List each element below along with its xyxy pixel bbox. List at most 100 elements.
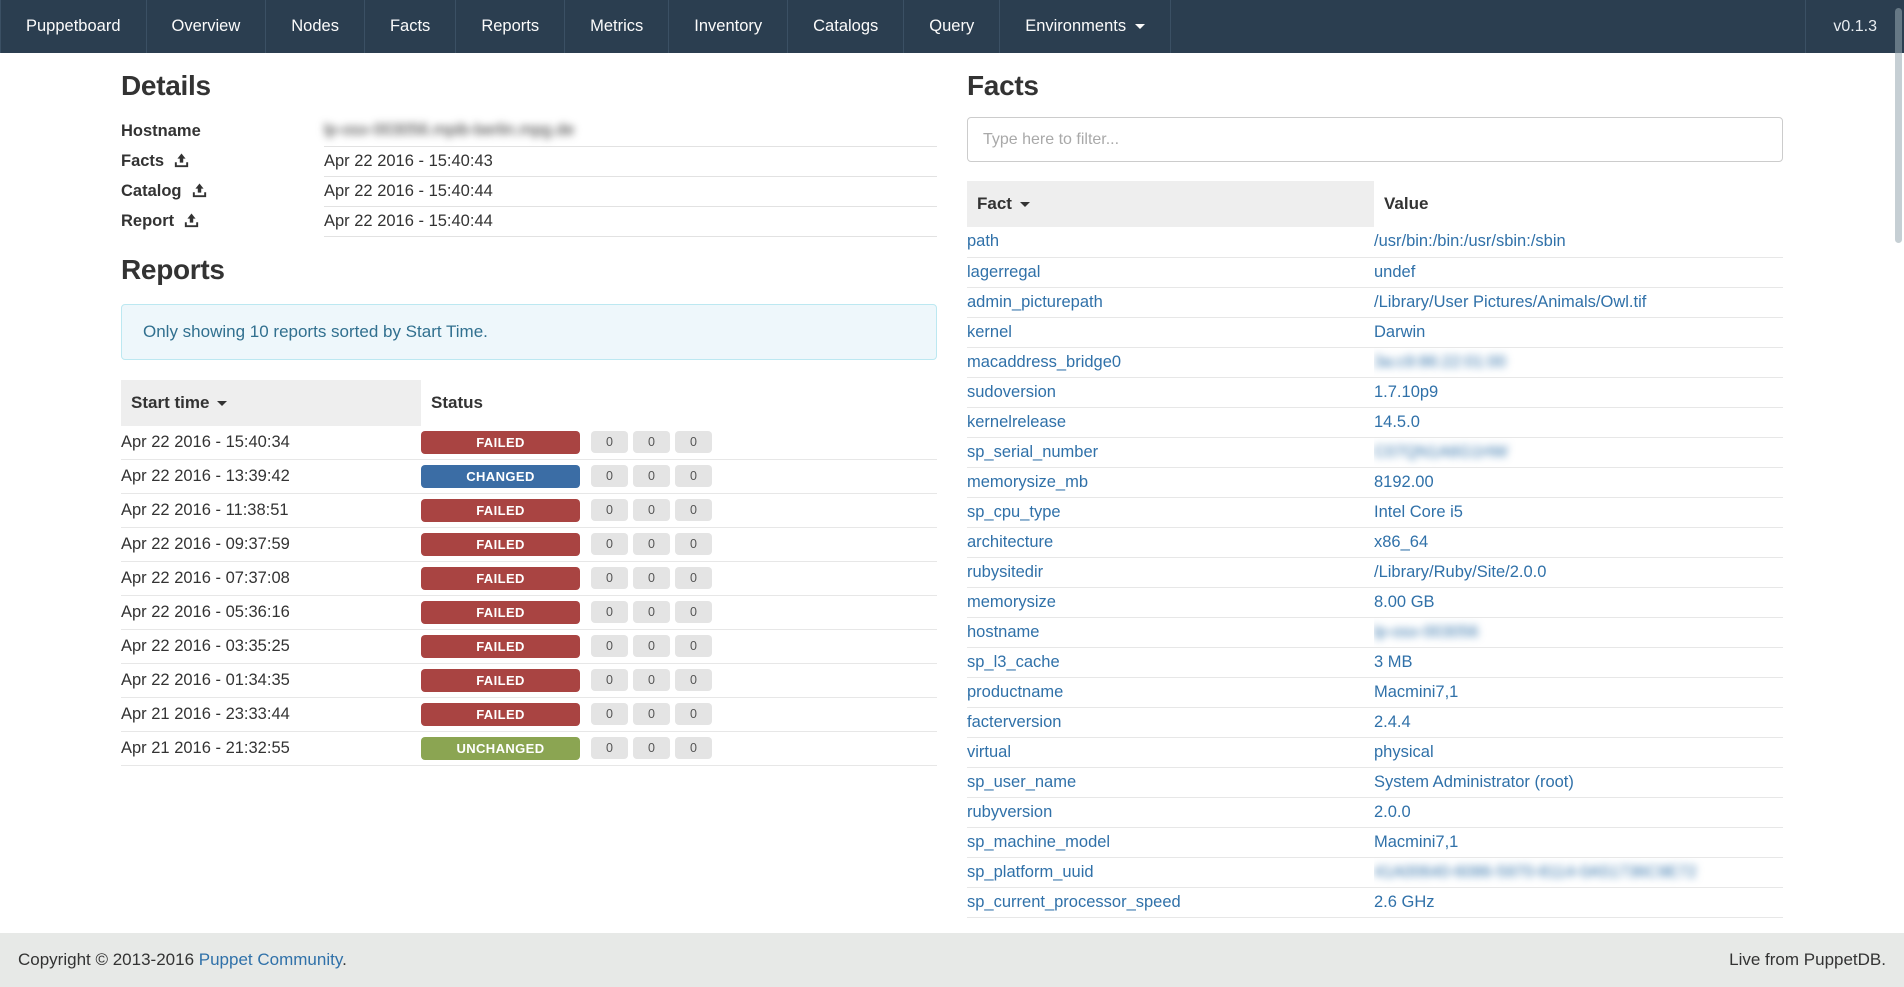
count-badge: 0	[633, 499, 670, 521]
fact-value-link[interactable]: 8.00 GB	[1374, 592, 1435, 611]
fact-value-link[interactable]: 41A00640-6086-5970-8114-0A51736C9E72	[1374, 862, 1697, 881]
fact-value-link[interactable]: C07QN1A6G1HW	[1374, 442, 1508, 461]
report-start-time: Apr 22 2016 - 09:37:59	[121, 527, 421, 562]
fact-value-link[interactable]: x86_64	[1374, 532, 1429, 551]
fact-name-link[interactable]: architecture	[967, 532, 1054, 551]
nav-environments-label: Environments	[1025, 17, 1127, 35]
navbar-brand[interactable]: Puppetboard	[0, 0, 147, 53]
fact-row: sp_user_name System Administrator (root)	[967, 767, 1783, 798]
catalog-label: Catalog	[121, 181, 182, 200]
fact-name-link[interactable]: sp_platform_uuid	[967, 862, 1094, 881]
reports-info-alert: Only showing 10 reports sorted by Start …	[121, 303, 937, 360]
fact-name-link[interactable]: kernel	[967, 322, 1012, 341]
fact-row: path /usr/bin:/bin:/usr/sbin:/sbin	[967, 227, 1783, 258]
fact-value-link[interactable]: 3a:c9:86:22:01:00	[1374, 352, 1507, 371]
fact-value-link[interactable]: Intel Core i5	[1374, 502, 1463, 521]
fact-value-link[interactable]: 2.4.4	[1374, 712, 1411, 731]
fact-name-link[interactable]: macaddress_bridge0	[967, 352, 1122, 371]
status-badge: FAILED	[421, 498, 580, 522]
fact-name-link[interactable]: lagerregal	[967, 262, 1041, 281]
count-badge: 0	[633, 431, 670, 453]
fact-value-link[interactable]: 1.7.10p9	[1374, 382, 1439, 401]
fact-column-header[interactable]: Fact	[967, 181, 1374, 227]
count-badge: 0	[633, 635, 670, 657]
sort-descending-icon	[217, 400, 228, 406]
fact-value-link[interactable]: 14.5.0	[1374, 412, 1420, 431]
report-row: Apr 22 2016 - 15:40:34 FAILED 0 0 0	[121, 425, 937, 460]
fact-value-link[interactable]: /Library/Ruby/Site/2.0.0	[1374, 562, 1547, 581]
fact-value-link[interactable]: physical	[1374, 742, 1434, 761]
report-row: Apr 21 2016 - 23:33:44 FAILED 0 0 0	[121, 697, 937, 732]
facts-table-header: Fact Value	[967, 181, 1783, 227]
facts-timestamp: Apr 22 2016 - 15:40:43	[324, 146, 937, 177]
details-title: Details	[121, 70, 211, 101]
fact-name-link[interactable]: virtual	[967, 742, 1012, 761]
fact-value-link[interactable]: 3 MB	[1374, 652, 1413, 671]
fact-name-link[interactable]: path	[967, 232, 1000, 251]
fact-row: sp_cpu_type Intel Core i5	[967, 497, 1783, 528]
fact-value-link[interactable]: 8192.00	[1374, 472, 1434, 491]
fact-name-link[interactable]: sp_cpu_type	[967, 502, 1061, 521]
nav-item-inventory[interactable]: Inventory	[669, 0, 789, 53]
fact-name-link[interactable]: sp_user_name	[967, 772, 1077, 791]
fact-value-link[interactable]: /Library/User Pictures/Animals/Owl.tif	[1374, 292, 1647, 311]
nav-item-nodes[interactable]: Nodes	[266, 0, 365, 53]
vertical-scrollbar[interactable]	[1893, 0, 1904, 987]
report-start-time: Apr 22 2016 - 05:36:16	[121, 595, 421, 630]
fact-row: sudoversion 1.7.10p9	[967, 377, 1783, 408]
fact-name-link[interactable]: memorysize_mb	[967, 472, 1089, 491]
fact-name-link[interactable]: hostname	[967, 622, 1040, 641]
fact-value-link[interactable]: 2.0.0	[1374, 802, 1411, 821]
fact-name-link[interactable]: facterversion	[967, 712, 1062, 731]
fact-name-link[interactable]: productname	[967, 682, 1064, 701]
upload-icon[interactable]	[174, 153, 189, 168]
fact-name-link[interactable]: kernelrelease	[967, 412, 1067, 431]
count-badge: 0	[591, 499, 628, 521]
nav-item-metrics[interactable]: Metrics	[565, 0, 670, 53]
nav-item-catalogs[interactable]: Catalogs	[788, 0, 905, 53]
report-start-time: Apr 22 2016 - 07:37:08	[121, 561, 421, 596]
fact-value-link[interactable]: Macmini7,1	[1374, 682, 1459, 701]
fact-name-link[interactable]: sudoversion	[967, 382, 1056, 401]
details-row-catalog: Catalog Apr 22 2016 - 15:40:44	[121, 176, 937, 207]
scrollbar-thumb[interactable]	[1895, 8, 1902, 243]
nav-item-overview[interactable]: Overview	[147, 0, 267, 53]
count-badge: 0	[633, 567, 670, 589]
chevron-down-icon	[1135, 24, 1146, 29]
fact-row: hostname lp-osx-003056	[967, 617, 1783, 648]
nav-item-facts[interactable]: Facts	[365, 0, 457, 53]
fact-name-link[interactable]: memorysize	[967, 592, 1056, 611]
facts-filter-input[interactable]	[967, 117, 1783, 162]
nav-item-reports[interactable]: Reports	[456, 0, 566, 53]
reports-table-header: Start time Status	[121, 379, 937, 426]
fact-name-link[interactable]: admin_picturepath	[967, 292, 1103, 311]
fact-value-link[interactable]: undef	[1374, 262, 1416, 281]
fact-value-link[interactable]: Darwin	[1374, 322, 1426, 341]
start-time-column-header[interactable]: Start time	[121, 379, 421, 426]
report-row: Apr 22 2016 - 11:38:51 FAILED 0 0 0	[121, 493, 937, 528]
upload-icon[interactable]	[184, 213, 199, 228]
fact-value-link[interactable]: System Administrator (root)	[1374, 772, 1574, 791]
report-start-time: Apr 22 2016 - 01:34:35	[121, 663, 421, 698]
puppet-community-link[interactable]: Puppet Community	[198, 950, 343, 969]
nav-item-query[interactable]: Query	[904, 0, 1001, 53]
fact-value-link[interactable]: lp-osx-003056	[1374, 622, 1479, 641]
count-badge: 0	[633, 601, 670, 623]
fact-name-link[interactable]: rubysitedir	[967, 562, 1044, 581]
fact-name-link[interactable]: sp_serial_number	[967, 442, 1099, 461]
fact-value-link[interactable]: Macmini7,1	[1374, 832, 1459, 851]
report-row: Apr 22 2016 - 09:37:59 FAILED 0 0 0	[121, 527, 937, 562]
fact-value-link[interactable]: /usr/bin:/bin:/usr/sbin:/sbin	[1374, 232, 1566, 251]
fact-value-link[interactable]: 2.6 GHz	[1374, 892, 1435, 911]
fact-name-link[interactable]: sp_machine_model	[967, 832, 1111, 851]
fact-name-link[interactable]: rubyversion	[967, 802, 1053, 821]
status-column-header[interactable]: Status	[431, 392, 483, 412]
fact-name-link[interactable]: sp_current_processor_speed	[967, 892, 1181, 911]
fact-row: rubyversion 2.0.0	[967, 797, 1783, 828]
upload-icon[interactable]	[192, 183, 207, 198]
report-label: Report	[121, 211, 175, 230]
nav-dropdown-environments[interactable]: Environments	[1000, 0, 1172, 53]
status-badge: UNCHANGED	[421, 736, 580, 760]
report-start-time: Apr 21 2016 - 21:32:55	[121, 731, 421, 766]
fact-name-link[interactable]: sp_l3_cache	[967, 652, 1060, 671]
